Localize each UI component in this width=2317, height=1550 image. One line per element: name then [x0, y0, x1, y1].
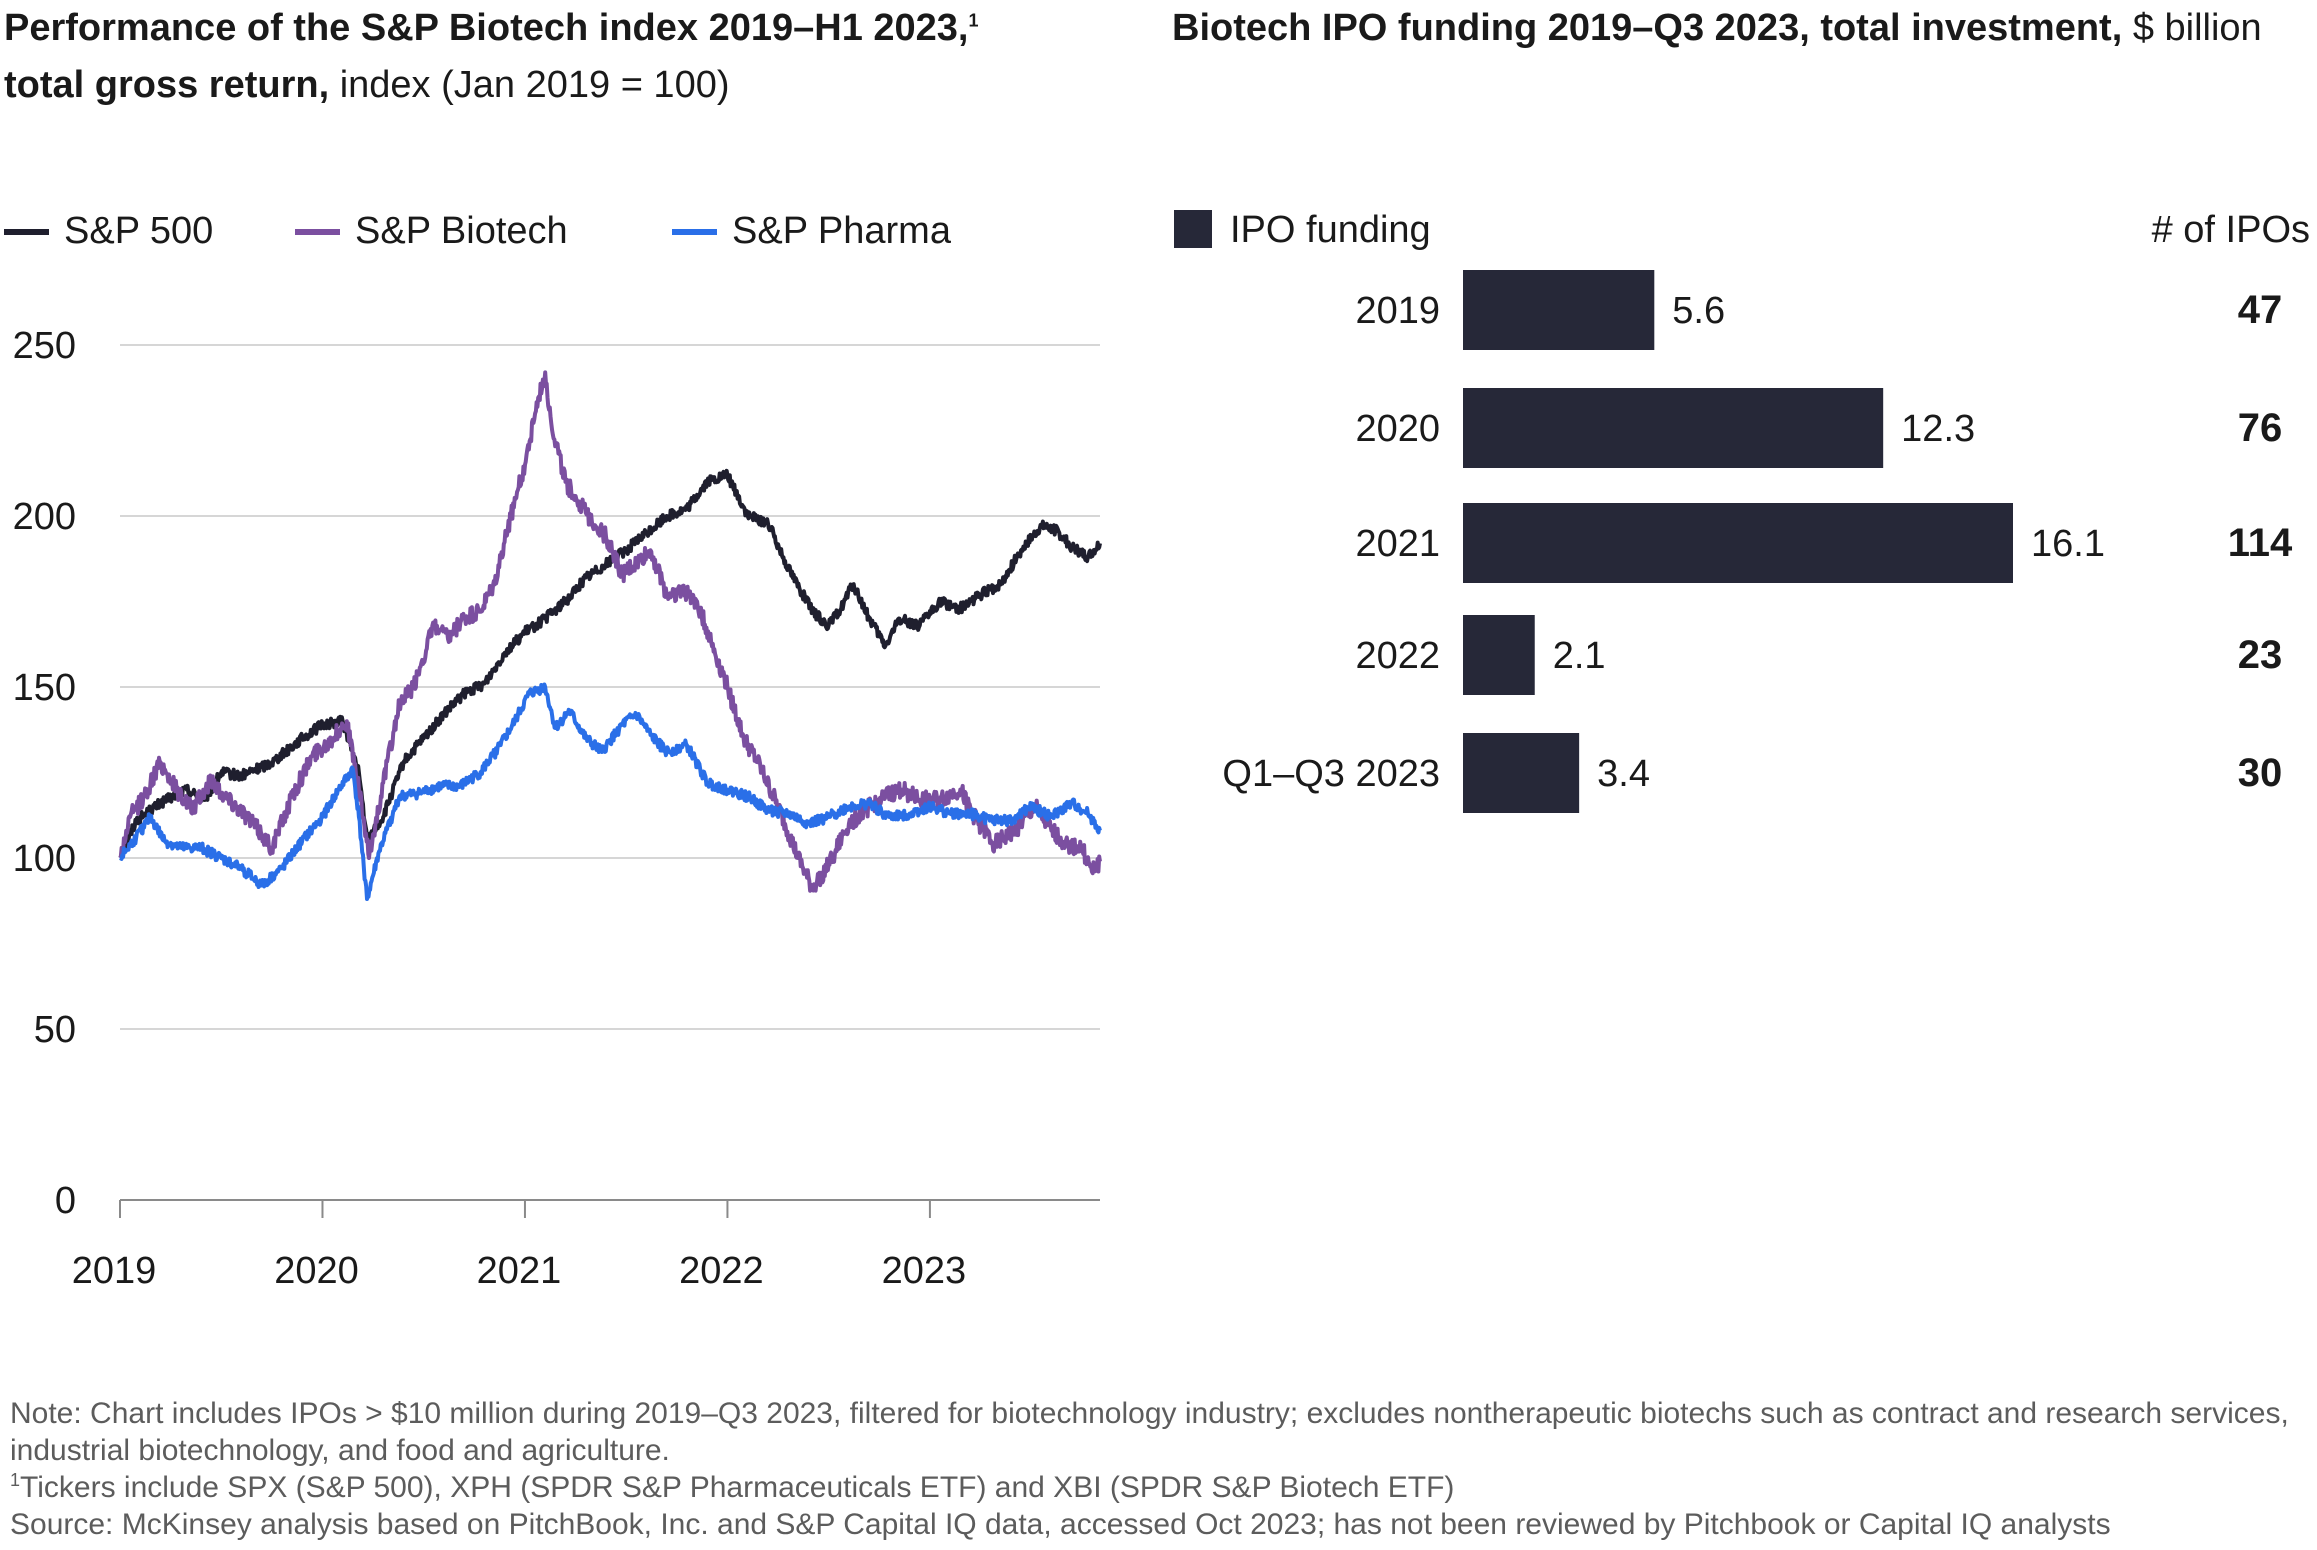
x-tick-label: 2023	[882, 1250, 967, 1292]
footnote-marker: 1	[968, 10, 979, 31]
y-tick-label: 150	[13, 667, 76, 709]
source-text: Source: McKinsey analysis based on Pitch…	[10, 1508, 2111, 1541]
footnote-text: Tickers include SPX (S&P 500), XPH (SPDR…	[20, 1471, 1455, 1504]
left-title-bold: Performance of the S&P Biotech index 201…	[4, 7, 969, 49]
right-title-bold: Biotech IPO funding 2019–Q3 2023, total …	[1172, 7, 2123, 49]
legend-label-2: S&P Biotech	[355, 210, 568, 252]
line-chart: S&P 500 S&P Biotech S&P Pharma 0 50 100 150 200…	[4, 210, 1102, 1292]
bar	[1463, 733, 1580, 813]
left-chart-title: Performance of the S&P Biotech index 201…	[4, 0, 1134, 114]
x-tick-label: 2021	[477, 1250, 562, 1292]
ipo-count-value: 76	[2238, 406, 2283, 450]
left-title-bold-2: total gross return,	[4, 64, 330, 106]
bar-value-label: 16.1	[2031, 523, 2105, 565]
bar-value-label: 5.6	[1672, 290, 1725, 332]
footnote-marker-2: 1	[10, 1470, 21, 1490]
y-tick-label: 200	[13, 496, 76, 538]
series-line-1	[118, 468, 1102, 860]
ipo-count-value: 47	[2238, 288, 2283, 332]
x-tick-label: 2019	[72, 1250, 157, 1292]
y-tick-label: 100	[13, 838, 76, 880]
legend-label-3: S&P Pharma	[732, 210, 952, 252]
right-title-unit: $ billion	[2122, 7, 2262, 49]
footnote-line: 1Tickers include SPX (S&P 500), XPH (SPD…	[10, 1469, 2300, 1506]
bar	[1463, 503, 2013, 583]
bar	[1463, 388, 1884, 468]
x-tick-label: 2022	[679, 1250, 764, 1292]
bar	[1463, 615, 1535, 695]
ipo-count-header: # of IPOs	[2152, 209, 2310, 251]
ipo-count-value: 30	[2238, 751, 2283, 795]
category-label: 2019	[1355, 290, 1440, 332]
category-label: Q1–Q3 2023	[1222, 753, 1440, 795]
legend-label: IPO funding	[1230, 209, 1431, 251]
right-chart-title: Biotech IPO funding 2019–Q3 2023, total …	[1172, 0, 2272, 57]
series-line-3	[118, 682, 1102, 901]
category-label: 2020	[1355, 408, 1440, 450]
y-tick-label: 0	[55, 1180, 76, 1222]
bar-value-label: 2.1	[1553, 635, 1606, 677]
legend-label-1: S&P 500	[64, 210, 213, 252]
category-label: 2022	[1355, 635, 1440, 677]
x-tick-label: 2020	[274, 1250, 359, 1292]
left-title-unit: index (Jan 2019 = 100)	[329, 64, 730, 106]
y-tick-label: 50	[34, 1009, 76, 1051]
bar-chart: IPO funding # of IPOs 2019 5.6 47 2020 12.3 76 2…	[1174, 209, 2310, 813]
legend-swatch	[1174, 210, 1212, 248]
y-tick-label: 250	[13, 325, 76, 367]
note-text: Note: Chart includes IPOs > $10 million …	[10, 1397, 2289, 1467]
category-label: 2021	[1355, 523, 1440, 565]
ipo-count-value: 114	[2228, 521, 2293, 565]
bar-value-label: 3.4	[1597, 753, 1650, 795]
series-line-2	[118, 370, 1102, 893]
bar	[1463, 270, 1655, 350]
bar-value-label: 12.3	[1901, 408, 1975, 450]
ipo-count-value: 23	[2238, 633, 2283, 677]
chart-notes: Note: Chart includes IPOs > $10 million …	[10, 1395, 2300, 1543]
